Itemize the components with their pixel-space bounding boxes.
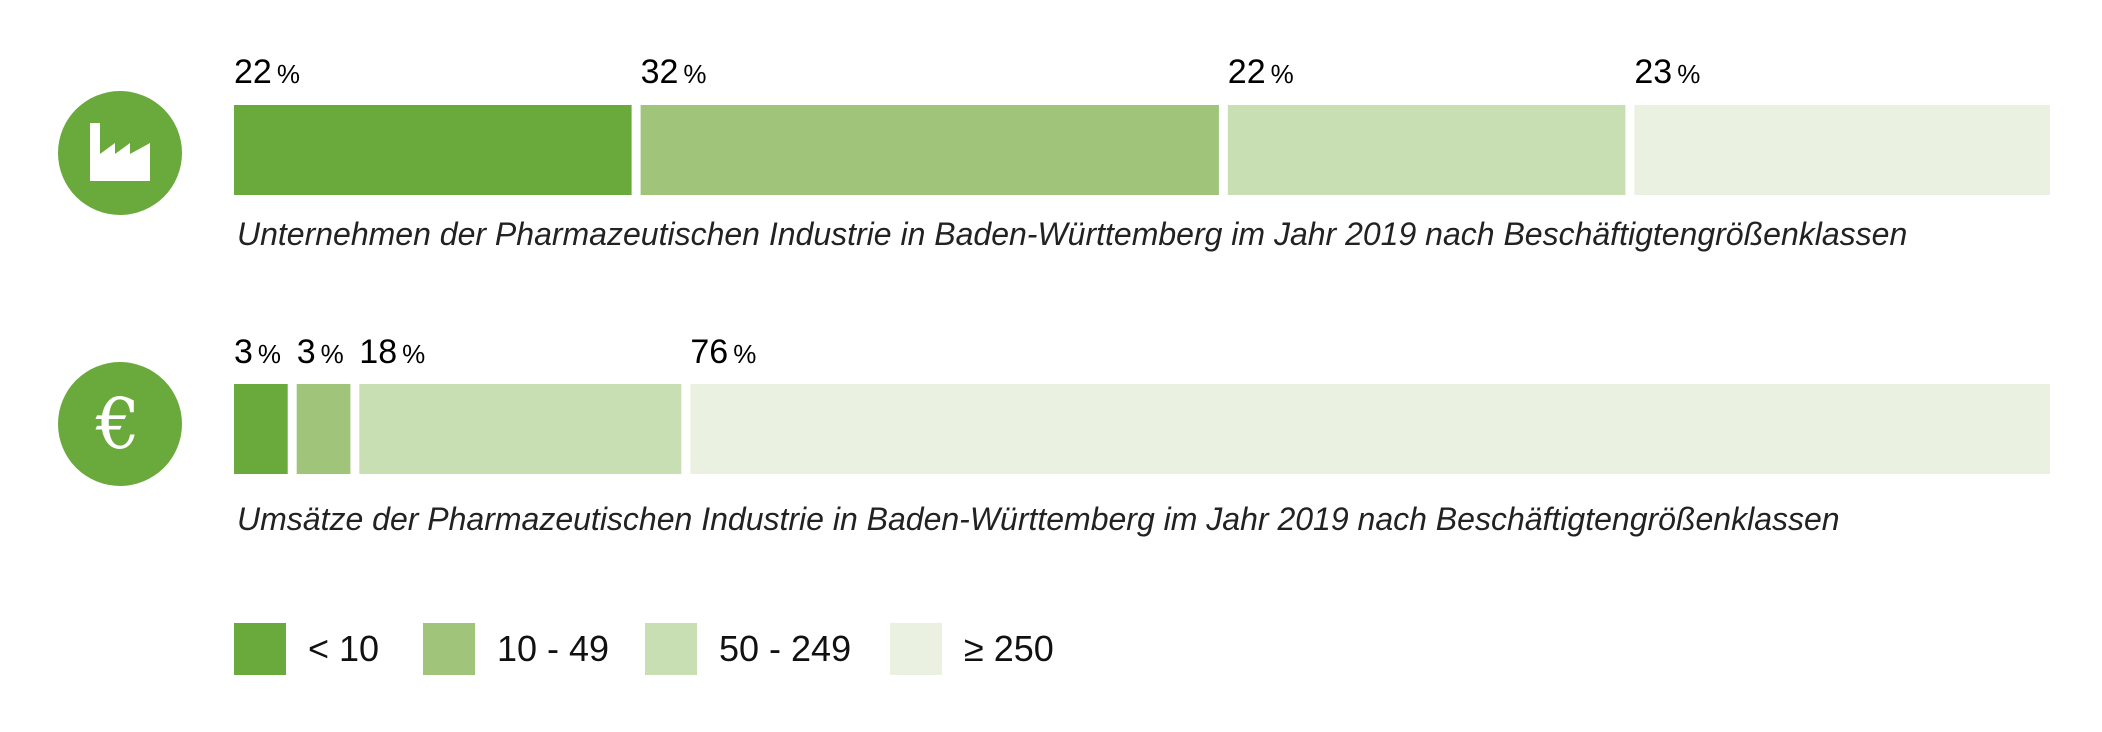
euro-symbol: € xyxy=(95,383,141,465)
factory-icon xyxy=(58,91,182,215)
bar-segment-2 xyxy=(640,105,1219,195)
data-label-unit: % xyxy=(258,339,281,369)
legend-swatch xyxy=(890,623,942,675)
legend-label: 10 - 49 xyxy=(497,628,609,669)
data-label-unit: % xyxy=(1271,59,1294,89)
data-label: 3% xyxy=(297,333,344,371)
legend: < 10 10 - 49 50 - 249 ≥ 250 xyxy=(234,623,1054,675)
legend-label: < 10 xyxy=(308,628,379,669)
data-label-value: 18 xyxy=(359,333,397,371)
caption-unternehmen: Unternehmen der Pharmazeutischen Industr… xyxy=(237,216,1907,252)
legend-swatch xyxy=(645,623,697,675)
legend-swatch xyxy=(423,623,475,675)
bar-segment-3 xyxy=(359,384,682,474)
data-label: 22% xyxy=(234,53,300,91)
data-label-unit: % xyxy=(733,339,756,369)
bar-segment-3 xyxy=(1227,105,1626,195)
data-label-value: 3 xyxy=(234,333,253,371)
bar-segment-2 xyxy=(296,384,351,474)
data-label-value: 23 xyxy=(1634,53,1672,91)
legend-label: ≥ 250 xyxy=(964,628,1054,669)
bar-segment-4 xyxy=(690,384,2050,474)
data-label-unit: % xyxy=(683,59,706,89)
data-label: 18% xyxy=(359,333,425,371)
bar-row-unternehmen: 22% 32% 22% 23% xyxy=(234,53,2050,195)
data-label: 22% xyxy=(1228,53,1294,91)
data-label-value: 3 xyxy=(297,333,316,371)
euro-icon: € xyxy=(58,362,182,486)
data-label-unit: % xyxy=(402,339,425,369)
legend-swatch xyxy=(234,623,286,675)
bar-segment-1 xyxy=(234,384,288,474)
data-label: 32% xyxy=(641,53,707,91)
data-label: 76% xyxy=(690,333,756,371)
data-label-value: 32 xyxy=(641,53,679,91)
data-label-value: 76 xyxy=(690,333,728,371)
bar-segment-1 xyxy=(234,105,632,195)
data-label-unit: % xyxy=(1677,59,1700,89)
data-label-value: 22 xyxy=(1228,53,1266,91)
data-label: 3% xyxy=(234,333,281,371)
bar-segment-4 xyxy=(1634,105,2050,195)
data-label-unit: % xyxy=(277,59,300,89)
bar-row-umsaetze: 3% 3% 18% 76% xyxy=(234,333,2050,474)
legend-label: 50 - 249 xyxy=(719,628,851,669)
data-label: 23% xyxy=(1634,53,1700,91)
caption-umsaetze: Umsätze der Pharmazeutischen Industrie i… xyxy=(237,501,1840,537)
data-label-unit: % xyxy=(321,339,344,369)
data-label-value: 22 xyxy=(234,53,272,91)
